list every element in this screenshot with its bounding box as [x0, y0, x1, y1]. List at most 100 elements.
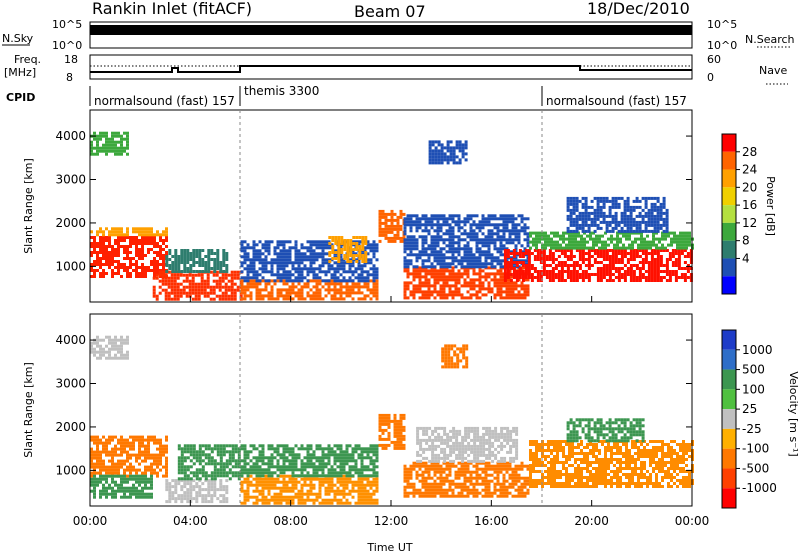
velocity-region-4-cell: [253, 490, 256, 493]
velocity-region-3-cell: [199, 447, 202, 450]
power-region-12-cell: [618, 206, 621, 209]
power-region-0-cell: [96, 260, 99, 263]
power-region-9-cell: [443, 238, 446, 241]
velocity-region-1-cell: [105, 490, 108, 493]
power-region-13-cell: [117, 135, 120, 138]
nsky-trace: [90, 25, 692, 35]
velocity-region-5-cell: [277, 453, 280, 456]
velocity-region-4-cell: [283, 481, 286, 484]
power-region-2-cell: [162, 271, 165, 274]
velocity-region-4-cell: [316, 493, 319, 496]
power-region-11-cell: [562, 235, 565, 238]
power-region-12-cell: [567, 203, 570, 206]
power-region-11-cell: [622, 247, 625, 250]
power-region-10-cell: [618, 267, 621, 270]
velocity-region-4-cell: [250, 484, 253, 487]
velocity-region-5-cell: [241, 444, 244, 447]
velocity-region-5-cell: [262, 450, 265, 453]
power-region-10-cell: [585, 270, 588, 273]
power-region-5-cell: [265, 240, 268, 243]
power-region-9-cell: [497, 235, 500, 238]
power-region-6-cell: [364, 236, 367, 239]
power-region-4-cell: [277, 279, 280, 282]
power-region-12-cell: [573, 206, 576, 209]
power-region-2-cell: [213, 298, 216, 301]
power-region-2-cell: [156, 274, 159, 277]
power-region-5-cell: [265, 261, 268, 264]
power-region-0-cell: [132, 239, 135, 242]
power-region-11-cell: [574, 238, 577, 241]
power-region-9-cell: [470, 223, 473, 226]
power-region-8-cell: [482, 275, 485, 278]
power-region-9-cell: [410, 217, 413, 220]
velocity-region-4-cell: [346, 499, 349, 502]
power-region-11-cell: [535, 232, 538, 235]
velocity-region-4-cell: [337, 499, 340, 502]
power-region-7-cell: [388, 228, 391, 231]
power-region-5-cell: [352, 279, 355, 282]
velocity-region-2-cell: [216, 497, 219, 500]
power-region-9-cell: [419, 226, 422, 229]
power-region-11-cell: [622, 235, 625, 238]
power-ytick-label: 3000: [55, 173, 86, 187]
power-region-2-cell: [168, 298, 171, 301]
velocity-region-0-cell: [99, 463, 102, 466]
power-region-3-cell: [198, 264, 201, 267]
power-region-0-cell: [141, 242, 144, 245]
power-region-11-cell: [646, 244, 649, 247]
power-region-11-cell: [688, 244, 691, 247]
power-region-12-cell: [627, 200, 630, 203]
velocity-region-0-cell: [93, 454, 96, 457]
power-region-6-cell: [334, 257, 337, 260]
power-region-4-cell: [313, 294, 316, 297]
nsky-spike: [652, 33, 654, 35]
velocity-region-4-cell: [361, 502, 364, 505]
power-region-9-cell: [482, 223, 485, 226]
velocity-region-4-cell: [340, 502, 343, 505]
power-region-12-cell: [597, 197, 600, 200]
power-region-5-cell: [352, 273, 355, 276]
power-region-10-cell: [504, 276, 507, 279]
power-region-8-cell: [404, 296, 407, 299]
power-region-8-cell: [407, 272, 410, 275]
velocity-region-5-cell: [262, 468, 265, 471]
power-region-7-cell: [382, 210, 385, 213]
power-region-9-cell: [506, 223, 509, 226]
power-region-4-cell: [316, 288, 319, 291]
power-region-10-cell: [630, 270, 633, 273]
velocity-region-4-cell: [370, 502, 373, 505]
power-region-12-cell: [582, 224, 585, 227]
power-region-11-cell: [628, 247, 631, 250]
nsky-spike: [226, 31, 228, 35]
velocity-region-0-cell: [138, 463, 141, 466]
power-region-10-cell: [687, 252, 690, 255]
velocity-region-4-cell: [328, 493, 331, 496]
velocity-region-4-cell: [253, 478, 256, 481]
power-region-2-cell: [198, 298, 201, 301]
power-region-10-cell: [546, 273, 549, 276]
nsky-spike: [506, 32, 508, 35]
power-region-12-cell: [636, 227, 639, 230]
power-region-12-cell: [660, 206, 663, 209]
power-region-9-cell: [413, 253, 416, 256]
velocity-region-1-cell: [138, 490, 141, 493]
power-region-9-cell: [518, 241, 521, 244]
power-region-10-cell: [618, 270, 621, 273]
power-region-11-cell: [559, 238, 562, 241]
power-region-11-cell: [661, 247, 664, 250]
power-region-0-cell: [93, 251, 96, 254]
power-region-12-cell: [663, 212, 666, 215]
velocity-region-0-cell: [120, 448, 123, 451]
power-region-10-cell: [627, 270, 630, 273]
velocity-region-2-cell: [210, 488, 213, 491]
power-region-3-cell: [177, 264, 180, 267]
velocity-region-4-cell: [286, 496, 289, 499]
power-region-9-cell: [467, 214, 470, 217]
power-region-9-cell: [458, 223, 461, 226]
power-region-10-cell: [543, 267, 546, 270]
power-region-11-cell: [544, 232, 547, 235]
power-region-10-cell: [678, 264, 681, 267]
nsky-spike: [478, 31, 480, 35]
power-region-10-cell: [609, 261, 612, 264]
velocity-region-4-cell: [346, 481, 349, 484]
